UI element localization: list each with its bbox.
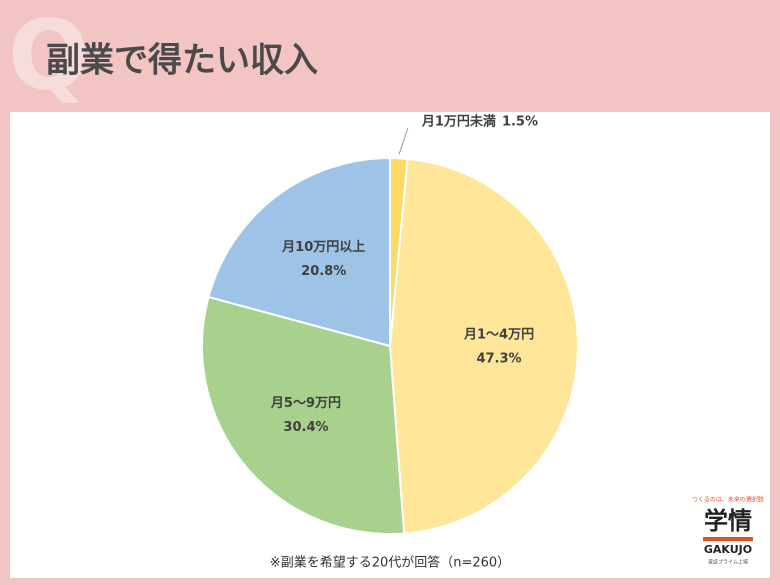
footnote: ※副業を希望する20代が回答（n=260）	[270, 555, 510, 571]
slice-label: 月10万円以上	[281, 240, 365, 255]
logo-roman: GAKUJO	[704, 543, 752, 556]
leader-line	[398, 128, 409, 155]
value-label: 20.8%	[301, 264, 346, 279]
value-label: 30.4%	[283, 420, 328, 435]
pie-slice	[201, 295, 406, 535]
logo-name: 学情	[704, 507, 752, 535]
badge: Q	[8, 0, 90, 111]
slice-label: 月5～9万円	[270, 396, 341, 411]
logo-listing: 東証プライム上場	[708, 559, 748, 566]
value-label: 1.5%	[502, 115, 538, 130]
slice-label: 月1万円未満	[421, 114, 496, 130]
logo-bar	[703, 537, 753, 541]
pie-slice	[388, 157, 579, 535]
chart-title: 副業で得たい収入	[46, 41, 318, 81]
value-label: 47.3%	[476, 352, 521, 367]
slice-label: 月1～4万円	[463, 328, 534, 343]
pie-slice	[207, 156, 391, 348]
logo-tagline: つくるのは、未来の選択肢	[692, 496, 764, 504]
pie: 月1万円未満 1.5% 月1～4万円 47.3% 月5～9万円 30.4% 月10万円以上 2…	[201, 114, 579, 535]
logo: つくるのは、未来の選択肢 学情 GAKUJO 東証プライム上場	[692, 496, 764, 566]
